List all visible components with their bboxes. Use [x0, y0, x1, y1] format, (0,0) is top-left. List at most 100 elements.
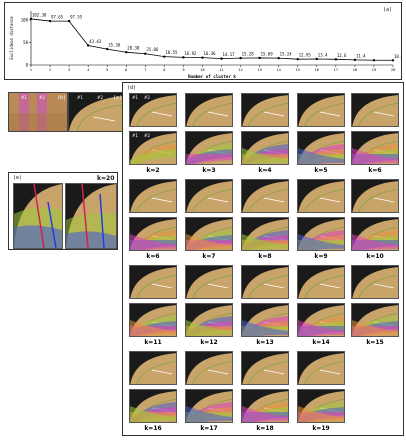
data-label: 15.28 — [242, 52, 255, 57]
data-label: 43.43 — [89, 39, 102, 44]
raw-thumbnail — [185, 93, 233, 127]
series-line — [30, 18, 393, 61]
cluster-thumbnail — [185, 389, 233, 423]
x-tick-label: 16 — [315, 68, 319, 72]
data-label: 15.24 — [280, 52, 293, 57]
data-label: 15.69 — [261, 51, 274, 56]
panel-e-k-label: k=20 — [97, 175, 115, 182]
marker-1-b: #1 — [21, 95, 27, 100]
data-label: 14.17 — [223, 52, 236, 57]
zoom-image-right — [65, 183, 117, 249]
data-label: 10.51 — [394, 54, 401, 59]
x-tick-label: 10 — [200, 68, 204, 72]
data-point — [296, 57, 299, 61]
raw-thumbnail — [129, 93, 177, 127]
data-point — [182, 56, 185, 59]
marker-label: #1 — [132, 133, 138, 138]
k-label: k=9 — [314, 253, 328, 260]
panel-e-label: (e) — [13, 175, 23, 181]
panel-d-label: (d) — [127, 85, 137, 91]
raw-thumbnail — [185, 179, 233, 213]
k-label: k=3 — [202, 167, 216, 174]
data-point — [239, 56, 242, 60]
cluster-thumbnail — [297, 303, 345, 337]
x-tick-label: 11 — [219, 68, 223, 72]
data-label: 28.38 — [127, 46, 140, 51]
data-label: 97.55 — [70, 15, 83, 20]
k-label: k=10 — [366, 253, 384, 260]
data-point — [334, 58, 338, 61]
data-point — [315, 57, 318, 61]
marker-2-c: #2 — [97, 95, 103, 100]
data-label: 13.4 — [318, 52, 328, 57]
raw-thumbnail — [241, 351, 289, 385]
data-label: 12.6 — [337, 53, 347, 58]
k-label: k=17 — [200, 425, 218, 432]
panel-d-grid: (d) k=2 #1 #1 #2 #2 k=3 k=4 k=5 k=6 k=6 k=7 k=8 k=9 k… — [122, 82, 404, 436]
cluster-thumbnail — [241, 303, 289, 337]
data-label: 16.36 — [203, 51, 216, 56]
k-label: k=19 — [312, 425, 330, 432]
cluster-thumbnail — [241, 131, 289, 165]
data-point — [372, 59, 376, 62]
cluster-thumbnail — [241, 217, 289, 251]
data-point — [353, 58, 357, 62]
data-point — [106, 47, 109, 51]
data-label: 25.06 — [146, 47, 159, 52]
marker-label: #1 — [132, 95, 138, 100]
panel-b-image: #1 #2 (b) — [8, 92, 68, 132]
k-label: k=15 — [366, 339, 384, 346]
x-tick-label: 9 — [182, 68, 184, 72]
y-tick-label: 0 — [26, 63, 29, 68]
cluster-thumbnail — [297, 389, 345, 423]
cluster-thumbnail — [129, 303, 177, 337]
data-point — [201, 56, 204, 59]
data-label: 12.95 — [299, 53, 312, 58]
x-tick-label: 7 — [144, 68, 146, 72]
x-tick-label: 8 — [163, 68, 165, 72]
data-point — [391, 59, 395, 62]
raw-thumbnail — [241, 179, 289, 213]
x-tick-label: 14 — [277, 68, 281, 72]
k-label: k=6 — [368, 167, 382, 174]
x-tick-label: 6 — [125, 68, 127, 72]
tissue-image-b — [9, 93, 67, 131]
data-label: 16.92 — [184, 51, 197, 56]
cluster-thumbnail — [351, 217, 399, 251]
x-tick-label: 18 — [353, 68, 357, 72]
data-point — [86, 44, 90, 47]
cluster-thumbnail — [351, 303, 399, 337]
tissue-image-c — [69, 93, 123, 131]
raw-thumbnail — [351, 265, 399, 299]
x-axis-label: Number of cluster k — [188, 74, 236, 79]
raw-thumbnail — [185, 351, 233, 385]
cluster-thumbnail — [129, 131, 177, 165]
x-tick-label: 12 — [238, 68, 242, 72]
x-tick-label: 13 — [257, 68, 261, 72]
panel-a-label: (a) — [383, 7, 393, 13]
cluster-thumbnail — [241, 389, 289, 423]
k-label: k=12 — [200, 339, 218, 346]
data-point — [67, 19, 71, 23]
cluster-grid: k=2 #1 #1 #2 #2 k=3 k=4 k=5 k=6 k=6 k=7 k=8 k=9 k=10 k… — [123, 83, 405, 437]
raw-thumbnail — [129, 265, 177, 299]
y-axis-label: Euclidean distance — [9, 16, 14, 60]
k-label: k=6 — [146, 253, 160, 260]
data-point — [125, 51, 128, 54]
marker-label: #2 — [144, 95, 150, 100]
zoom-image-left — [13, 183, 63, 249]
data-label: 11.4 — [356, 53, 366, 58]
data-label: 35.36 — [108, 43, 121, 48]
data-point — [220, 57, 223, 60]
marker-2-b: #2 — [39, 95, 45, 100]
k-label: k=8 — [258, 253, 272, 260]
x-tick-label: 2 — [49, 68, 51, 72]
k-label: k=11 — [144, 339, 162, 346]
cluster-thumbnail — [129, 389, 177, 423]
raw-thumbnail — [241, 265, 289, 299]
data-label: 102.38 — [32, 12, 47, 17]
cluster-thumbnail — [185, 131, 233, 165]
x-tick-label: 17 — [334, 68, 338, 72]
x-tick-label: 19 — [372, 68, 376, 72]
x-tick-label: 3 — [68, 68, 70, 72]
